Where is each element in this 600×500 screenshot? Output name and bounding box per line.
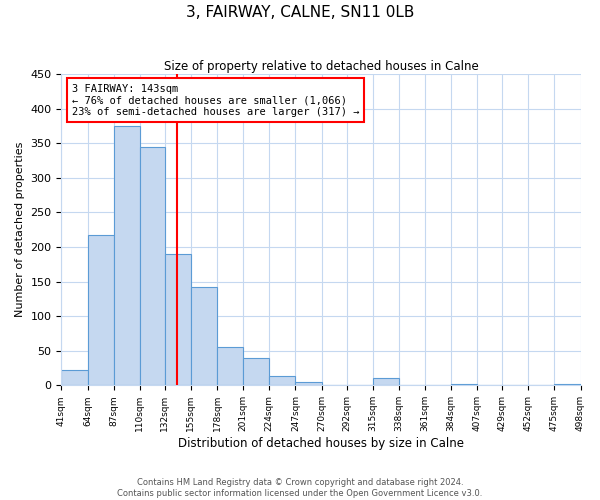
Y-axis label: Number of detached properties: Number of detached properties: [15, 142, 25, 318]
Title: Size of property relative to detached houses in Calne: Size of property relative to detached ho…: [164, 60, 478, 73]
X-axis label: Distribution of detached houses by size in Calne: Distribution of detached houses by size …: [178, 437, 464, 450]
Bar: [165, 254, 191, 386]
Bar: [269, 376, 295, 386]
Bar: [61, 370, 88, 386]
Text: 3, FAIRWAY, CALNE, SN11 0LB: 3, FAIRWAY, CALNE, SN11 0LB: [186, 5, 414, 20]
Bar: [217, 348, 243, 386]
Bar: [554, 384, 581, 386]
Bar: [451, 384, 477, 386]
Text: Contains HM Land Registry data © Crown copyright and database right 2024.
Contai: Contains HM Land Registry data © Crown c…: [118, 478, 482, 498]
Text: 3 FAIRWAY: 143sqm
← 76% of detached houses are smaller (1,066)
23% of semi-detac: 3 FAIRWAY: 143sqm ← 76% of detached hous…: [72, 84, 359, 116]
Bar: [113, 126, 140, 386]
Bar: [140, 147, 165, 386]
Bar: [88, 236, 113, 386]
Bar: [373, 378, 399, 386]
Bar: [295, 382, 322, 386]
Bar: [243, 358, 269, 386]
Bar: [191, 287, 217, 386]
